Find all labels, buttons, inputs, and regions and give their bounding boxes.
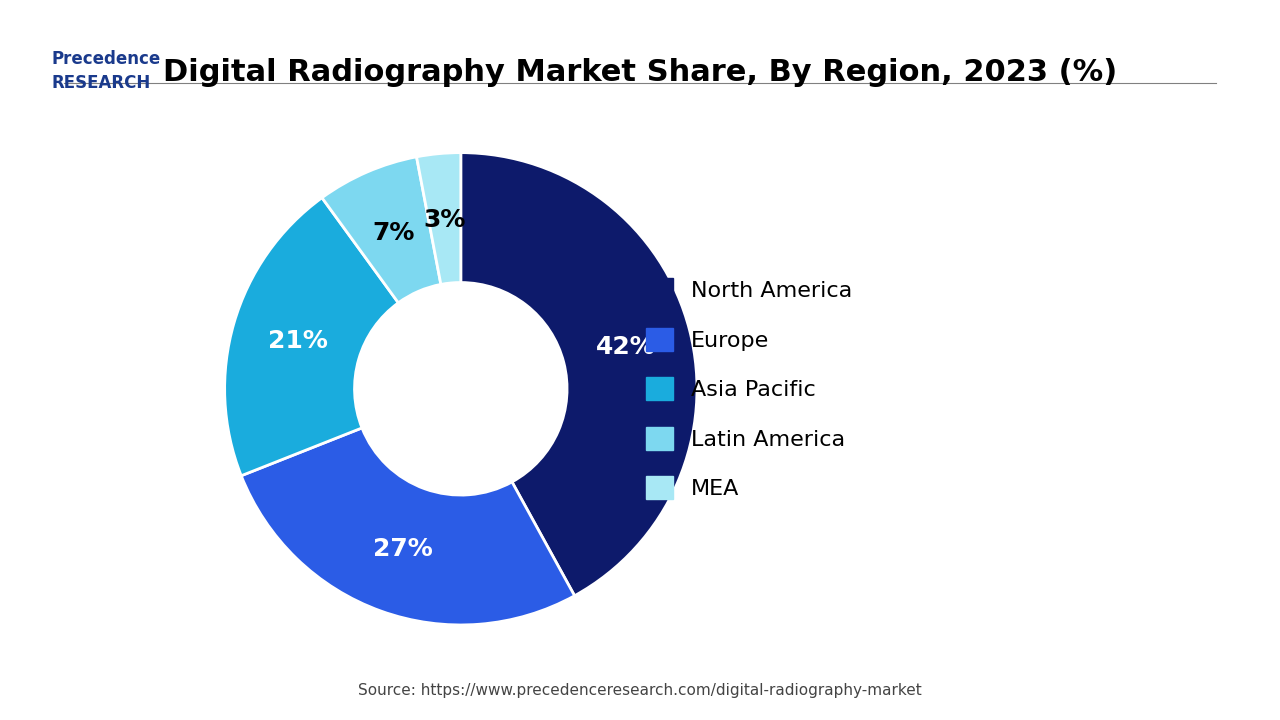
Wedge shape	[416, 153, 461, 284]
Legend: North America, Europe, Asia Pacific, Latin America, MEA: North America, Europe, Asia Pacific, Lat…	[637, 269, 860, 508]
Text: Precedence
RESEARCH: Precedence RESEARCH	[51, 50, 160, 92]
Text: 21%: 21%	[268, 329, 328, 354]
Text: Source: https://www.precedenceresearch.com/digital-radiography-market: Source: https://www.precedenceresearch.c…	[358, 683, 922, 698]
Wedge shape	[461, 153, 696, 595]
Text: 7%: 7%	[372, 221, 415, 245]
Wedge shape	[323, 157, 440, 303]
Text: 3%: 3%	[424, 207, 466, 232]
Wedge shape	[241, 428, 575, 625]
Wedge shape	[225, 198, 398, 476]
Text: 42%: 42%	[595, 335, 655, 359]
Text: Digital Radiography Market Share, By Region, 2023 (%): Digital Radiography Market Share, By Reg…	[163, 58, 1117, 86]
Text: 27%: 27%	[374, 537, 433, 561]
